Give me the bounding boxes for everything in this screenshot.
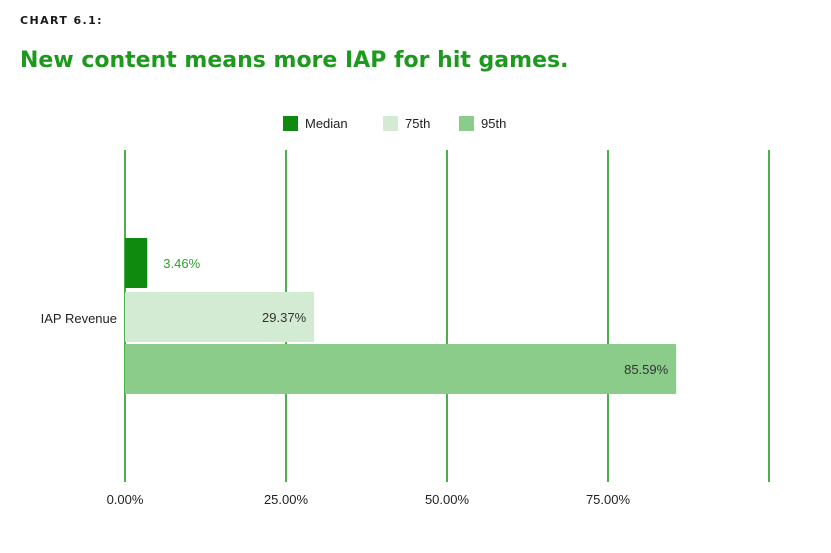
data-label: 3.46% xyxy=(163,256,200,271)
x-tick-label: 75.00% xyxy=(586,492,631,507)
x-axis-ticks: 0.00% 25.00% 50.00% 75.00% xyxy=(107,492,631,507)
x-tick-label: 25.00% xyxy=(264,492,309,507)
bar-95th xyxy=(125,344,677,394)
bar-median xyxy=(125,238,148,288)
x-tick-label: 0.00% xyxy=(107,492,144,507)
legend-swatch xyxy=(459,116,474,131)
data-label: 85.59% xyxy=(624,362,669,377)
legend-label: Median xyxy=(305,116,348,131)
x-tick-label: 50.00% xyxy=(425,492,470,507)
legend-label: 75th xyxy=(405,116,430,131)
data-label: 29.37% xyxy=(262,310,307,325)
legend-swatch xyxy=(283,116,298,131)
legend-swatch xyxy=(383,116,398,131)
y-axis-categories: IAP Revenue xyxy=(41,311,117,326)
legend: Median 75th 95th xyxy=(283,116,506,131)
chart-title: New content means more IAP for hit games… xyxy=(20,48,569,73)
bar-75th xyxy=(125,292,315,342)
bars xyxy=(125,238,677,394)
legend-label: 95th xyxy=(481,116,506,131)
value-labels: 3.46% 29.37% 85.59% xyxy=(163,256,668,377)
y-category-label: IAP Revenue xyxy=(41,311,117,326)
chart-kicker: CHART 6.1: xyxy=(20,14,103,27)
